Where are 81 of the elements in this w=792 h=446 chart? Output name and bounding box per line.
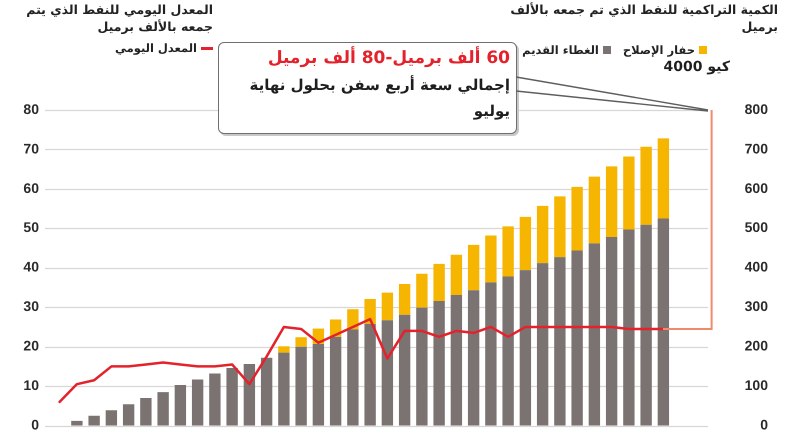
bar bbox=[554, 257, 566, 426]
bar bbox=[347, 329, 359, 426]
bar bbox=[122, 404, 134, 426]
bar bbox=[71, 420, 83, 426]
y-tick-label: 60 bbox=[23, 180, 40, 196]
text: الكمية التراكمية للنفط الذي تم جمعه بالألف برميل bbox=[509, 1, 778, 35]
bar bbox=[468, 244, 480, 290]
bar bbox=[502, 226, 514, 276]
y-tick-label: 20 bbox=[23, 338, 40, 354]
bar bbox=[226, 368, 238, 426]
bar bbox=[520, 270, 532, 426]
bar bbox=[502, 276, 514, 426]
bar bbox=[278, 352, 290, 426]
bar bbox=[571, 186, 583, 250]
y2-tick-label: 500 bbox=[744, 219, 768, 236]
bar bbox=[450, 254, 462, 296]
legend-label: المعدل اليومي bbox=[114, 41, 197, 55]
bar bbox=[588, 176, 600, 244]
bar bbox=[468, 290, 480, 426]
bar bbox=[536, 206, 548, 264]
annotation: إجمالي سعة أربع سفن بحلول نهاية يوليو bbox=[248, 74, 510, 122]
y2-tick-label: 800 bbox=[744, 100, 768, 117]
y2-tick-label: 600 bbox=[744, 180, 768, 196]
bar bbox=[106, 410, 118, 426]
bar bbox=[640, 224, 652, 426]
bar bbox=[554, 196, 566, 258]
bar bbox=[244, 364, 256, 426]
bar bbox=[382, 320, 394, 426]
bar bbox=[398, 284, 410, 315]
bar bbox=[174, 384, 186, 426]
bar bbox=[295, 346, 307, 426]
bar bbox=[520, 216, 532, 270]
y2-tick-label: 200 bbox=[744, 338, 768, 354]
y-tick-label: 10 bbox=[23, 377, 40, 394]
bar bbox=[536, 263, 548, 426]
bar bbox=[278, 346, 290, 353]
y-tick-label: 80 bbox=[23, 100, 40, 117]
y2-tick-label: 300 bbox=[744, 298, 768, 314]
bar bbox=[433, 264, 445, 301]
y-tick-label: 40 bbox=[23, 258, 40, 275]
bar bbox=[658, 138, 670, 218]
bar bbox=[571, 250, 583, 426]
bar bbox=[88, 416, 100, 426]
y-tick-label: 50 bbox=[23, 219, 40, 236]
y-tick-label: 30 bbox=[23, 298, 40, 314]
bar bbox=[416, 308, 428, 426]
bar bbox=[485, 282, 497, 426]
bar bbox=[312, 344, 324, 426]
y2-tick-label: 400 bbox=[744, 258, 768, 275]
bar bbox=[295, 337, 307, 347]
bar bbox=[382, 292, 394, 320]
y-tick-label: 70 bbox=[23, 140, 40, 156]
bar bbox=[260, 358, 272, 426]
bar bbox=[330, 336, 342, 426]
bar bbox=[485, 235, 497, 282]
bar bbox=[658, 218, 670, 426]
y-tick-label: 0 bbox=[31, 416, 40, 432]
bar bbox=[140, 398, 152, 426]
bar bbox=[416, 274, 428, 308]
bar bbox=[588, 243, 600, 426]
bar bbox=[606, 166, 618, 238]
legend-label: الغطاء القديم bbox=[522, 43, 599, 57]
bar bbox=[364, 324, 376, 426]
bar bbox=[640, 146, 652, 225]
y2-tick-label: 0 bbox=[760, 416, 768, 432]
y2-tick-label: 700 bbox=[744, 140, 768, 156]
y2-tick-label: 100 bbox=[744, 377, 768, 394]
bar bbox=[450, 295, 462, 426]
bar bbox=[157, 392, 169, 426]
bar bbox=[433, 300, 445, 426]
bar bbox=[398, 314, 410, 426]
text: المعدل اليومي للنفط الذي يتم جمعه بالألف برميل bbox=[25, 1, 213, 35]
text: 60 ألف برميل-80 ألف برميل bbox=[266, 47, 510, 69]
legend-label: حفار الإصلاح bbox=[622, 43, 695, 57]
bar bbox=[623, 230, 635, 426]
bar bbox=[364, 298, 376, 324]
bar bbox=[623, 156, 635, 230]
text: كيو 4000 bbox=[662, 58, 730, 76]
bar bbox=[606, 237, 618, 426]
bar bbox=[209, 374, 221, 426]
bar bbox=[192, 379, 204, 426]
